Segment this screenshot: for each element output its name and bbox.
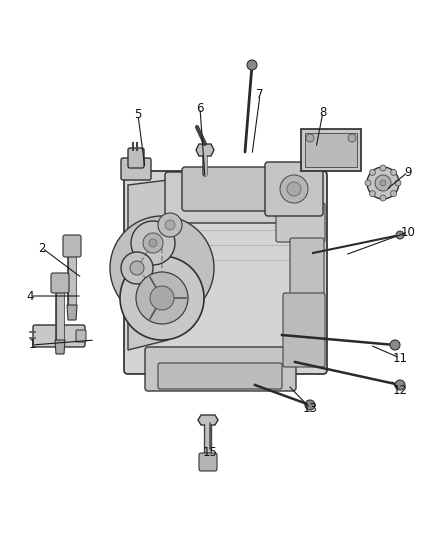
Circle shape [247, 60, 257, 70]
FancyBboxPatch shape [124, 171, 327, 374]
Circle shape [367, 167, 399, 199]
FancyBboxPatch shape [76, 330, 86, 342]
Text: 5: 5 [134, 109, 141, 122]
FancyBboxPatch shape [128, 148, 144, 168]
Circle shape [375, 175, 391, 191]
Text: 11: 11 [392, 351, 407, 365]
Circle shape [395, 380, 405, 390]
FancyBboxPatch shape [33, 325, 85, 347]
Polygon shape [128, 180, 168, 350]
Circle shape [365, 180, 371, 186]
FancyBboxPatch shape [305, 133, 357, 167]
FancyBboxPatch shape [290, 238, 324, 297]
Text: 4: 4 [26, 289, 34, 303]
Circle shape [391, 191, 396, 197]
FancyBboxPatch shape [265, 162, 323, 216]
Text: 15: 15 [202, 446, 217, 458]
Polygon shape [196, 144, 214, 156]
Text: 8: 8 [319, 106, 327, 118]
FancyBboxPatch shape [199, 453, 217, 471]
Circle shape [390, 340, 400, 350]
Circle shape [130, 261, 144, 275]
FancyBboxPatch shape [51, 273, 69, 293]
Circle shape [136, 272, 188, 324]
Circle shape [396, 231, 404, 239]
Circle shape [348, 134, 356, 142]
Circle shape [369, 169, 375, 175]
Circle shape [280, 175, 308, 203]
Circle shape [149, 239, 157, 247]
Circle shape [150, 286, 174, 310]
Circle shape [120, 256, 204, 340]
Circle shape [287, 182, 301, 196]
FancyBboxPatch shape [283, 293, 325, 367]
Text: 13: 13 [303, 401, 318, 415]
Text: 7: 7 [256, 88, 264, 101]
Text: 6: 6 [196, 101, 204, 115]
Text: 2: 2 [38, 241, 46, 254]
Text: 9: 9 [404, 166, 412, 179]
Circle shape [395, 180, 401, 186]
FancyBboxPatch shape [276, 203, 325, 242]
Polygon shape [55, 340, 65, 354]
FancyBboxPatch shape [63, 235, 81, 257]
Text: 12: 12 [392, 384, 407, 397]
Circle shape [158, 213, 182, 237]
Circle shape [306, 134, 314, 142]
Circle shape [165, 220, 175, 230]
Circle shape [131, 221, 175, 265]
FancyBboxPatch shape [165, 172, 316, 223]
FancyBboxPatch shape [301, 129, 361, 171]
Circle shape [110, 216, 214, 320]
Circle shape [391, 169, 396, 175]
Polygon shape [198, 415, 218, 425]
Circle shape [380, 165, 386, 171]
Text: 10: 10 [401, 225, 415, 238]
Circle shape [121, 252, 153, 284]
FancyBboxPatch shape [182, 167, 278, 211]
Circle shape [143, 233, 163, 253]
Text: 1: 1 [28, 338, 36, 351]
FancyBboxPatch shape [121, 158, 151, 180]
Polygon shape [67, 305, 77, 320]
Circle shape [369, 191, 375, 197]
FancyBboxPatch shape [158, 363, 282, 389]
Circle shape [305, 400, 315, 410]
Circle shape [380, 180, 386, 186]
FancyBboxPatch shape [145, 347, 296, 391]
Circle shape [380, 195, 386, 201]
